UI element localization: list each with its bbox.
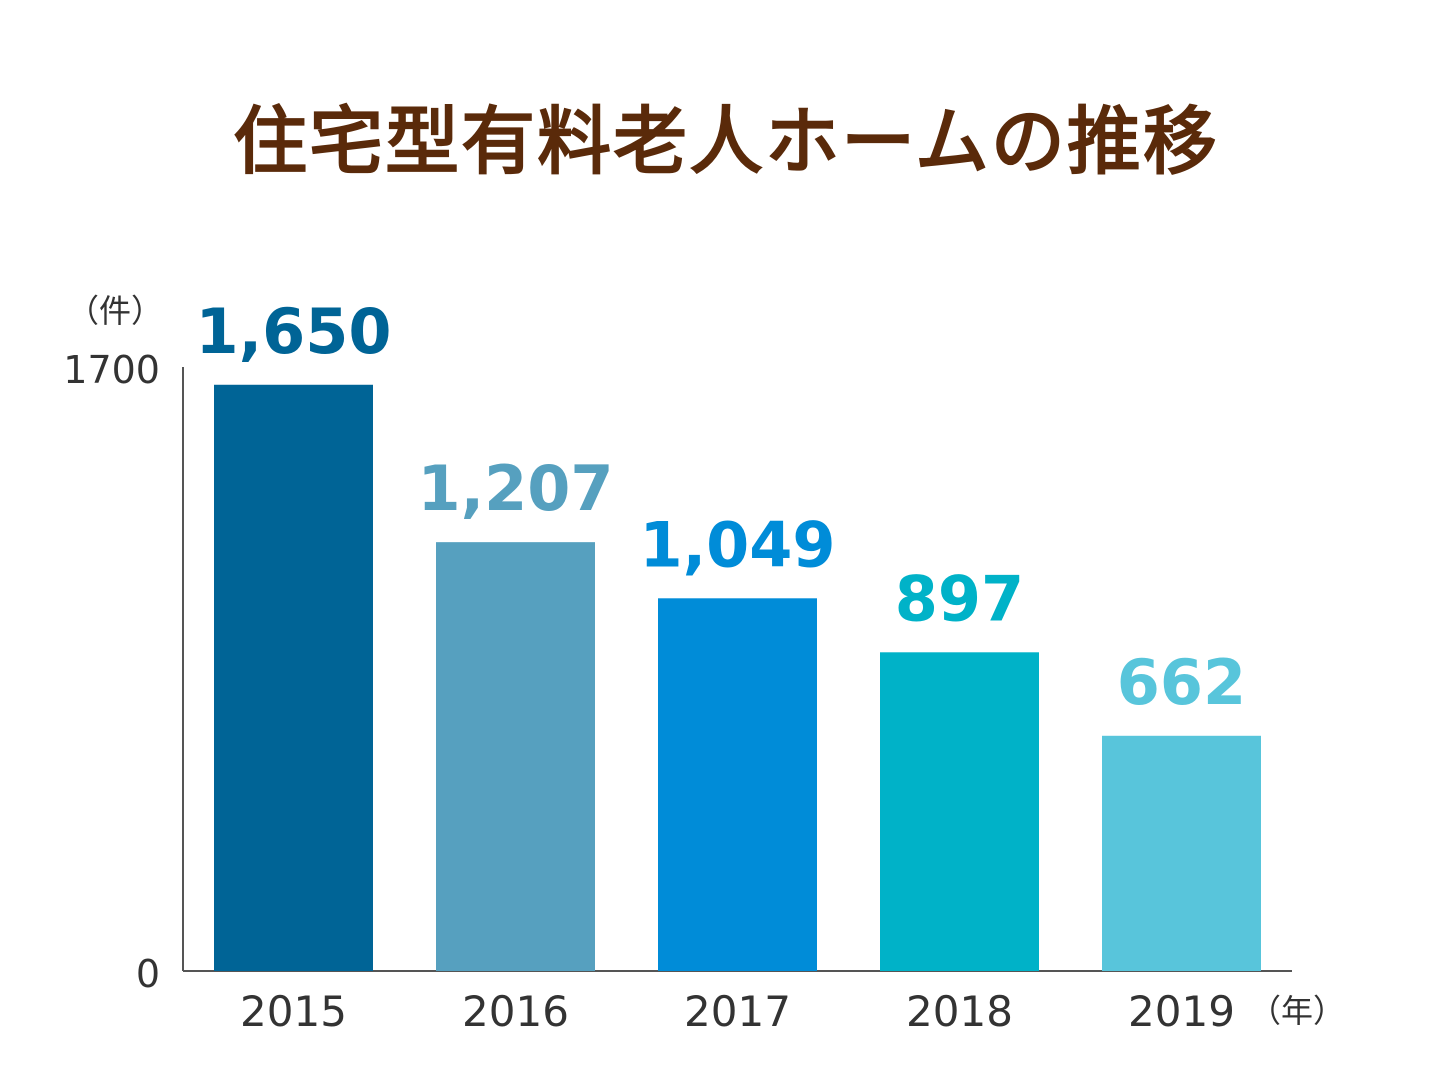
- chart-title: 住宅型有料老人ホームの推移: [233, 99, 1219, 185]
- value-label-2019: 662: [1117, 646, 1246, 719]
- value-label-2016: 1,207: [417, 452, 613, 525]
- bar-2018: [880, 652, 1039, 971]
- y-axis-unit: （件）: [67, 292, 163, 330]
- x-tick-label-2015: 2015: [240, 987, 347, 1036]
- x-tick-label-2019: 2019: [1128, 987, 1235, 1036]
- bar-2016: [436, 542, 595, 971]
- value-label-2018: 897: [895, 562, 1024, 635]
- x-tick-label-2016: 2016: [462, 987, 569, 1036]
- y-tick-label-max: 1700: [63, 348, 160, 392]
- value-labels-group: 1,650 1,207 1,049 897 662: [195, 295, 1246, 719]
- x-tick-label-2017: 2017: [684, 987, 791, 1036]
- value-label-2015: 1,650: [195, 295, 391, 368]
- category-labels-group: 2015 2016 2017 2018 2019: [240, 987, 1235, 1036]
- bar-2017: [658, 598, 817, 971]
- x-tick-label-2018: 2018: [906, 987, 1013, 1036]
- y-tick-label-min: 0: [136, 952, 160, 996]
- bar-2019: [1102, 735, 1261, 971]
- x-axis-unit: （年）: [1249, 992, 1345, 1030]
- bars-group: [214, 384, 1261, 971]
- bar-2015: [214, 384, 373, 971]
- value-label-2017: 1,049: [639, 508, 835, 581]
